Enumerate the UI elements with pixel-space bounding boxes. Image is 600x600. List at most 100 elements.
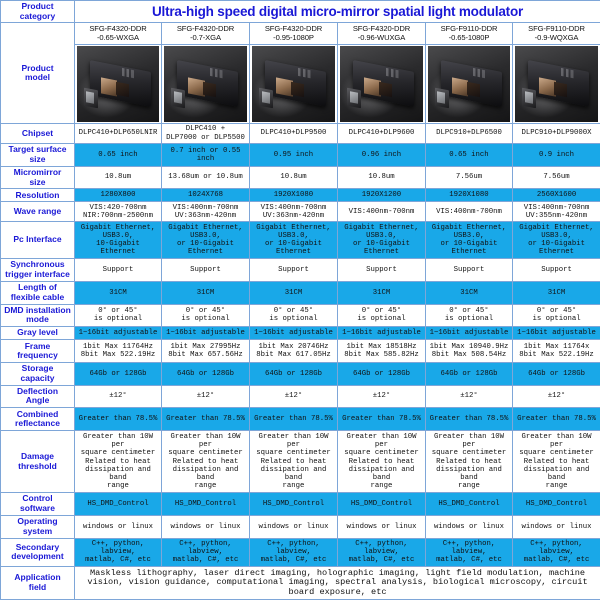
spec-cell: 0.95 inch: [249, 142, 338, 167]
spec-cell: 1~16bit adjustable: [511, 326, 600, 341]
spec-row: Damage threshold Greater than 10W per squar…: [0, 430, 600, 494]
spec-cell: Support: [511, 258, 600, 282]
header-row: Product category Ultra-high speed digital…: [0, 0, 600, 24]
spec-cell: Gigabit Ethernet, USB3.0, or 10-Gigabit Et…: [511, 221, 600, 260]
spec-cell: Greater than 78.5%: [249, 407, 338, 432]
spec-cell: Gigabit Ethernet, USB3.0, or 10-Gigabit Et…: [161, 221, 250, 260]
spec-cell: 0° or 45° is optional: [337, 303, 426, 328]
spec-cell: 0.65 inch: [74, 142, 162, 167]
spec-row: Combined reflectance Greater than 78.5% Gre…: [0, 407, 600, 432]
spec-cell: 1~16bit adjustable: [337, 326, 426, 341]
spec-cell: 1920X1200: [337, 188, 426, 203]
spec-cell: Support: [337, 258, 426, 282]
spec-cell: Greater than 10W per square centimeter Rel…: [74, 430, 162, 494]
row-label: Deflection Angle: [0, 384, 75, 409]
row-label-product-model: Product model: [0, 22, 75, 125]
spec-cell: 10.8um: [249, 165, 338, 190]
row-label: Length of flexible cable: [0, 280, 75, 305]
spec-row: Secondary development C++, python, labview…: [0, 537, 600, 567]
product-photo-cell: [249, 44, 338, 125]
spec-row: Pc Interface Gigabit Ethernet, USB3.0, 10-G…: [0, 221, 600, 260]
spec-cell: DLPC410+DLP9500: [249, 123, 338, 144]
spec-cell: VIS:420-700nm NIR:700nm-2500nm: [74, 201, 162, 223]
spec-cell: Gigabit Ethernet, USB3.0, or 10-Gigabit Et…: [337, 221, 426, 260]
row-label: Secondary development: [0, 537, 75, 567]
spec-cell: ±12°: [511, 384, 600, 409]
spec-cell: ±12°: [425, 384, 513, 409]
product-photo-cell: [425, 44, 513, 125]
spec-cell: C++, python, labview, matlab, C#, etc: [425, 537, 513, 567]
spec-cell: Support: [425, 258, 513, 282]
spec-cell: 0° or 45° is optional: [74, 303, 162, 328]
spec-cell: 1bit Max 10940.9Hz 8bit Max 508.54Hz: [425, 339, 513, 363]
spec-cell: 64Gb or 128Gb: [74, 361, 162, 386]
spec-cell: Gigabit Ethernet, USB3.0, or 10-Gigabit Et…: [249, 221, 338, 260]
spec-cell: 13.68um or 10.8um: [161, 165, 250, 190]
spec-cell: VIS:400nm-700nm UV:363nm-420nm: [161, 201, 250, 223]
row-label: Pc Interface: [0, 221, 75, 260]
dmd-module-photo: [340, 46, 423, 123]
spec-cell: C++, python, labview, matlab, C#, etc: [249, 537, 338, 567]
spec-row: Synchronous trigger interface Support Suppo…: [0, 258, 600, 282]
application-field-text: Maskless lithography, laser direct imagi…: [73, 565, 600, 600]
spec-cell: VIS:400nm-700nm UV:355nm-420nm: [511, 201, 600, 223]
row-label: Gray level: [0, 326, 75, 341]
dmd-module-photo: [252, 46, 335, 123]
spec-cell: 0° or 45° is optional: [425, 303, 513, 328]
spec-cell: HS_DMD_Control: [511, 492, 600, 516]
spec-cell: ±12°: [337, 384, 426, 409]
spec-cell: ±12°: [74, 384, 162, 409]
spec-cell: 31CM: [511, 280, 600, 305]
dmd-module-photo: [428, 46, 510, 123]
product-photo-cell: [161, 44, 250, 125]
model-name-cell: SFG-F4320-DDR -0.96-WUXGA: [337, 22, 426, 46]
spec-row: Resolution 1280X800 1024X768 1920X1080 1920X…: [0, 188, 600, 203]
spec-cell: HS_DMD_Control: [161, 492, 250, 516]
product-photo-row: [1, 44, 600, 125]
spec-cell: 31CM: [425, 280, 513, 305]
spec-cell: 0.9 inch: [511, 142, 600, 167]
row-label-product-category: Product category: [0, 0, 75, 24]
spec-cell: Greater than 78.5%: [161, 407, 250, 432]
spec-cell: 1280X800: [74, 188, 162, 203]
page-title: Ultra-high speed digital micro-mirror sp…: [73, 0, 600, 24]
row-label: Combined reflectance: [0, 407, 75, 432]
row-label: Synchronous trigger interface: [0, 258, 75, 282]
spec-cell: 10.8um: [74, 165, 162, 190]
model-name-cell: SFG-F9110-DDR -0.9-WQXGA: [511, 22, 600, 46]
spec-cell: Greater than 10W per square centimeter Rel…: [337, 430, 426, 494]
spec-cell: windows or linux: [337, 514, 426, 539]
spec-cell: Greater than 78.5%: [337, 407, 426, 432]
spec-cell: 1bit Max 11764Hz 8bit Max 522.19Hz: [74, 339, 162, 363]
row-label: Wave range: [0, 201, 75, 223]
spec-cell: VIS:400nm-700nm UV:363nm-420nm: [249, 201, 338, 223]
spec-cell: 7.56um: [425, 165, 513, 190]
spec-cell: DLPC410+DLP650LNIR: [74, 123, 162, 144]
spec-cell: DLPC410 + DLP7000 or DLP5500: [161, 123, 250, 144]
spec-row: Wave range VIS:420-700nm NIR:700nm-2500nm V…: [0, 201, 600, 223]
spec-cell: 1bit Max 20746Hz 8bit Max 617.05Hz: [249, 339, 338, 363]
spec-cell: Greater than 78.5%: [425, 407, 513, 432]
product-photo-cell: [337, 44, 426, 125]
spec-cell: 10.8um: [337, 165, 426, 190]
spec-cell: DLPC910+DLP9000X: [511, 123, 600, 144]
spec-cell: 64Gb or 128Gb: [249, 361, 338, 386]
row-label: Frame frequency: [0, 339, 75, 363]
spec-cell: 64Gb or 128Gb: [511, 361, 600, 386]
spec-cell: 1024X768: [161, 188, 250, 203]
spec-cell: 0° or 45° is optional: [161, 303, 250, 328]
spec-cell: Greater than 10W per square centimeter Rel…: [161, 430, 250, 494]
spec-row: Frame frequency 1bit Max 11764Hz 8bit Max 5…: [0, 339, 600, 363]
spec-row: DMD installation mode 0° or 45° is optional…: [0, 303, 600, 328]
spec-cell: Greater than 78.5%: [74, 407, 162, 432]
row-label: Operating system: [0, 514, 75, 539]
spec-cell: windows or linux: [74, 514, 162, 539]
model-name-cell: SFG-F4320-DDR -0.7-XGA: [161, 22, 250, 46]
spec-cell: C++, python, labview, matlab, C#, etc: [511, 537, 600, 567]
spec-cell: Greater than 78.5%: [511, 407, 600, 432]
row-label: Storage capacity: [0, 361, 75, 386]
spec-cell: HS_DMD_Control: [249, 492, 338, 516]
spec-cell: 64Gb or 128Gb: [161, 361, 250, 386]
